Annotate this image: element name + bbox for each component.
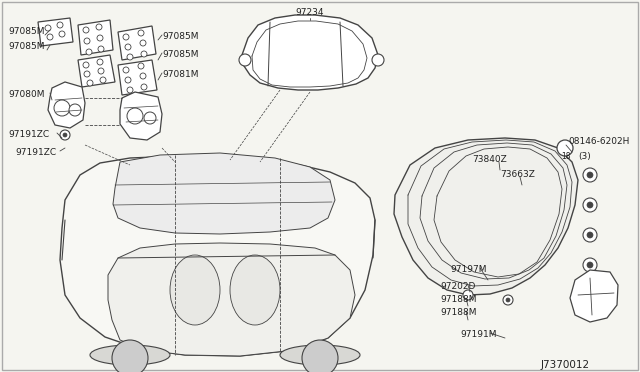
Polygon shape (108, 243, 355, 356)
Text: 97188M: 97188M (440, 295, 477, 304)
Circle shape (583, 228, 597, 242)
Circle shape (47, 34, 53, 40)
Circle shape (60, 130, 70, 140)
Circle shape (83, 62, 89, 68)
Text: 97191M: 97191M (460, 330, 497, 339)
Ellipse shape (230, 255, 280, 325)
Text: 73663Z: 73663Z (500, 170, 535, 179)
Polygon shape (394, 138, 578, 295)
Circle shape (587, 172, 593, 178)
Circle shape (127, 108, 143, 124)
Circle shape (557, 140, 573, 156)
Circle shape (97, 35, 103, 41)
Polygon shape (48, 82, 85, 128)
Circle shape (587, 262, 593, 268)
Circle shape (125, 44, 131, 50)
Text: (3): (3) (578, 152, 591, 161)
Circle shape (57, 22, 63, 28)
Text: 18: 18 (561, 152, 570, 161)
Circle shape (144, 112, 156, 124)
Polygon shape (38, 18, 73, 46)
Circle shape (69, 104, 81, 116)
Circle shape (123, 34, 129, 40)
Ellipse shape (170, 255, 220, 325)
Circle shape (63, 133, 67, 137)
Text: J7370012: J7370012 (541, 360, 590, 370)
Circle shape (587, 232, 593, 238)
Circle shape (463, 290, 473, 300)
Polygon shape (118, 60, 157, 95)
Circle shape (59, 31, 65, 37)
Ellipse shape (280, 345, 360, 365)
Circle shape (138, 30, 144, 36)
Circle shape (127, 54, 133, 60)
Circle shape (125, 77, 131, 83)
Text: 97191ZC: 97191ZC (8, 130, 49, 139)
Circle shape (503, 295, 513, 305)
Text: 97202D: 97202D (440, 282, 476, 291)
Text: 08146-6202H: 08146-6202H (568, 137, 629, 146)
Text: 97085M: 97085M (8, 42, 45, 51)
Circle shape (83, 27, 89, 33)
Text: 97080M: 97080M (8, 90, 45, 99)
Polygon shape (78, 55, 115, 87)
Circle shape (583, 168, 597, 182)
Text: 73840Z: 73840Z (472, 155, 507, 164)
Text: 97085M: 97085M (162, 50, 198, 59)
Polygon shape (120, 92, 162, 140)
Circle shape (141, 84, 147, 90)
Polygon shape (118, 26, 156, 60)
Circle shape (583, 288, 597, 302)
Polygon shape (242, 15, 378, 90)
Polygon shape (78, 20, 113, 55)
Circle shape (506, 298, 510, 302)
Text: 97197M: 97197M (450, 265, 486, 274)
Circle shape (86, 49, 92, 55)
Circle shape (97, 59, 103, 65)
Polygon shape (60, 156, 375, 356)
Circle shape (583, 258, 597, 272)
Circle shape (96, 24, 102, 30)
Circle shape (138, 63, 144, 69)
Text: 97085M: 97085M (8, 27, 45, 36)
Circle shape (98, 68, 104, 74)
Circle shape (239, 54, 251, 66)
Polygon shape (570, 270, 618, 322)
Circle shape (140, 73, 146, 79)
Circle shape (302, 340, 338, 372)
Circle shape (112, 340, 148, 372)
Text: 97188M: 97188M (440, 308, 477, 317)
Text: 97081M: 97081M (162, 70, 198, 79)
Circle shape (372, 54, 384, 66)
Circle shape (45, 25, 51, 31)
Circle shape (87, 80, 93, 86)
Text: 97191ZC: 97191ZC (15, 148, 56, 157)
Circle shape (140, 40, 146, 46)
Circle shape (84, 71, 90, 77)
Circle shape (123, 67, 129, 73)
Circle shape (98, 46, 104, 52)
Text: 97085M: 97085M (162, 32, 198, 41)
Ellipse shape (90, 345, 170, 365)
Polygon shape (113, 153, 335, 234)
Circle shape (54, 100, 70, 116)
Circle shape (587, 202, 593, 208)
Circle shape (583, 198, 597, 212)
Circle shape (127, 87, 133, 93)
Circle shape (141, 51, 147, 57)
Circle shape (587, 292, 593, 298)
Circle shape (100, 77, 106, 83)
Circle shape (84, 38, 90, 44)
Text: 97234: 97234 (296, 8, 324, 17)
